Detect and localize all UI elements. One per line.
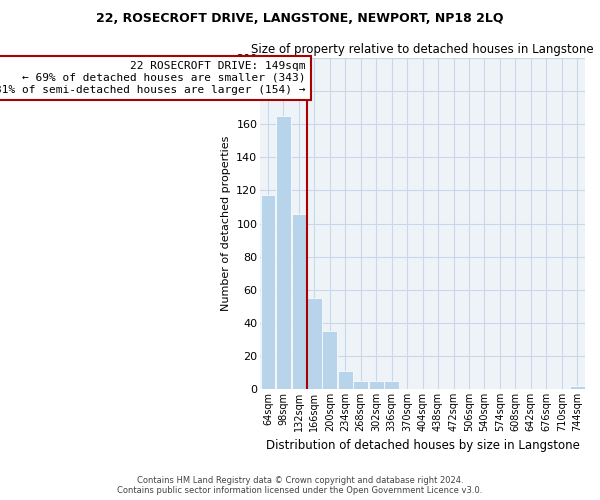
Bar: [369, 380, 383, 389]
X-axis label: Distribution of detached houses by size in Langstone: Distribution of detached houses by size …: [266, 440, 580, 452]
Bar: [307, 298, 322, 389]
Text: 22 ROSECROFT DRIVE: 149sqm
← 69% of detached houses are smaller (343)
31% of sem: 22 ROSECROFT DRIVE: 149sqm ← 69% of deta…: [0, 62, 306, 94]
Bar: [385, 380, 399, 389]
Text: Contains HM Land Registry data © Crown copyright and database right 2024.
Contai: Contains HM Land Registry data © Crown c…: [118, 476, 482, 495]
Bar: [276, 116, 291, 389]
Y-axis label: Number of detached properties: Number of detached properties: [221, 136, 231, 311]
Title: Size of property relative to detached houses in Langstone: Size of property relative to detached ho…: [251, 42, 594, 56]
Bar: [570, 386, 584, 389]
Bar: [292, 214, 306, 389]
Text: 22, ROSECROFT DRIVE, LANGSTONE, NEWPORT, NP18 2LQ: 22, ROSECROFT DRIVE, LANGSTONE, NEWPORT,…: [96, 12, 504, 26]
Bar: [353, 380, 368, 389]
Bar: [260, 196, 275, 389]
Bar: [322, 331, 337, 389]
Bar: [338, 371, 353, 389]
